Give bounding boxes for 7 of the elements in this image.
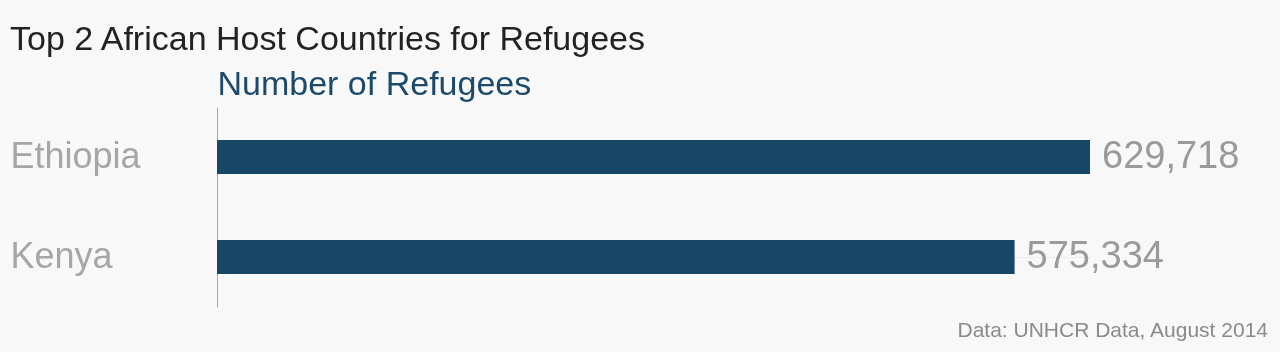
x-axis-title: Number of Refugees bbox=[217, 63, 532, 102]
text: Data: UNHCR Data, August 2014 bbox=[957, 318, 1268, 342]
data-label: 629,718 bbox=[1102, 134, 1240, 176]
y-tick-label: Kenya bbox=[10, 235, 114, 276]
chart-title: Top 2 African Host Countries for Refugees bbox=[10, 19, 645, 57]
data-label: 575,334 bbox=[1026, 234, 1164, 276]
y-tick-label: Ethiopia bbox=[10, 135, 142, 176]
